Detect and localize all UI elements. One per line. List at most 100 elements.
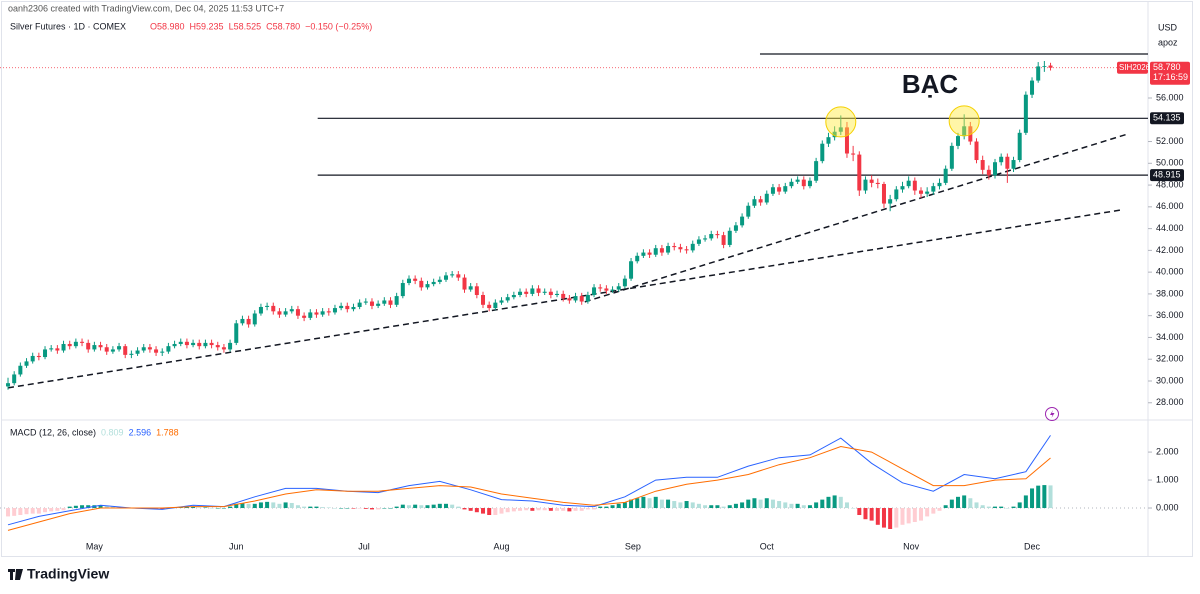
candle-body — [894, 189, 899, 200]
candle-body — [616, 286, 621, 290]
candle-body — [351, 306, 356, 310]
scale-mode: apoz — [1158, 37, 1178, 47]
histogram-bar — [332, 508, 337, 509]
candle-body — [240, 318, 245, 324]
histogram-bar — [394, 506, 399, 509]
candle-body — [542, 291, 547, 293]
candle-body — [801, 179, 806, 187]
histogram-bar — [770, 499, 775, 509]
histogram-bar — [12, 508, 17, 516]
candle-body — [869, 179, 874, 183]
candle-body — [308, 312, 313, 318]
brand: TradingView — [27, 566, 109, 582]
y-tick-label: 32.000 — [1156, 354, 1184, 364]
histogram-bar — [450, 504, 455, 509]
candle-body — [166, 346, 171, 352]
histogram-bar — [721, 506, 726, 509]
histogram-bar — [18, 508, 23, 516]
histogram-bar — [727, 505, 732, 509]
histogram-bar — [956, 496, 961, 509]
candle-body — [931, 186, 936, 192]
candle-body — [783, 186, 788, 192]
candle-body — [585, 295, 590, 302]
histogram-bar — [308, 506, 313, 509]
candle-body — [92, 345, 97, 350]
candle-body — [314, 312, 319, 315]
candle-body — [419, 280, 424, 288]
histogram-bar — [820, 499, 825, 509]
histogram-bar — [567, 508, 572, 512]
candle-body — [530, 288, 535, 294]
histogram-bar — [746, 499, 751, 509]
ohlc-value: H59.235 — [190, 21, 224, 31]
histogram-bar — [918, 508, 923, 521]
histogram-bar — [1048, 485, 1053, 509]
y-tick-label: 50.000 — [1156, 158, 1184, 168]
histogram-bar — [511, 508, 516, 512]
candle-body — [703, 238, 708, 240]
trendline — [7, 209, 1122, 389]
histogram-bar — [1017, 502, 1022, 509]
candle-body — [647, 252, 652, 255]
histogram-bar — [258, 502, 263, 509]
histogram-bar — [900, 508, 905, 525]
histogram-bar — [524, 508, 529, 511]
candle-body — [209, 342, 214, 346]
candle-body — [363, 301, 368, 303]
candle-body — [968, 126, 973, 142]
histogram-bar — [1011, 506, 1016, 509]
histogram-bar — [1005, 508, 1010, 509]
candle-body — [1048, 65, 1053, 68]
candle-body — [178, 341, 183, 344]
candle-body — [234, 323, 239, 343]
histogram-bar — [234, 503, 239, 509]
histogram-bar — [968, 498, 973, 509]
candle-body — [376, 303, 381, 306]
histogram-bar — [937, 508, 942, 511]
histogram-bar — [604, 506, 609, 509]
candle-body — [672, 246, 677, 248]
candle-body — [339, 305, 344, 309]
histogram-bar — [777, 501, 782, 509]
candle-body — [598, 287, 603, 289]
histogram-bar — [351, 508, 356, 509]
ohlc-value: C58.780 — [266, 21, 300, 31]
histogram-bar — [252, 503, 257, 509]
histogram-bar — [80, 505, 85, 509]
candle-body — [271, 305, 276, 312]
candle-body — [141, 347, 146, 351]
candle-body — [881, 183, 886, 204]
histogram-bar — [844, 502, 849, 509]
candle-body — [6, 383, 11, 387]
candle-body — [690, 243, 695, 251]
candle-body — [857, 154, 862, 191]
candle-body — [289, 309, 294, 312]
candle-body — [369, 301, 374, 306]
candle-body — [499, 300, 504, 303]
candle-body — [197, 342, 202, 347]
alert-icon[interactable] — [1045, 407, 1059, 421]
histogram-bar — [962, 495, 967, 509]
candle-body — [320, 311, 325, 315]
candle-body — [110, 349, 115, 352]
histogram-bar — [468, 508, 473, 511]
candle-body — [135, 350, 140, 354]
candle-body — [548, 291, 553, 296]
histogram-bar — [635, 498, 640, 509]
candle-body — [943, 168, 948, 183]
histogram-bar — [906, 508, 911, 524]
candle-body — [684, 249, 689, 251]
frame — [1, 1, 1193, 557]
histogram-bar — [838, 496, 843, 509]
histogram-bar — [851, 508, 856, 509]
histogram-bar — [1023, 495, 1028, 509]
candle-body — [265, 305, 270, 307]
candle-body — [777, 187, 782, 192]
histogram-bar — [376, 508, 381, 510]
x-tick-label: Dec — [1024, 541, 1041, 551]
level-label: 54.135 — [1153, 113, 1181, 123]
candle-body — [505, 297, 510, 301]
histogram-bar — [49, 508, 54, 512]
candle-body — [425, 284, 430, 288]
candle-body — [659, 248, 664, 253]
